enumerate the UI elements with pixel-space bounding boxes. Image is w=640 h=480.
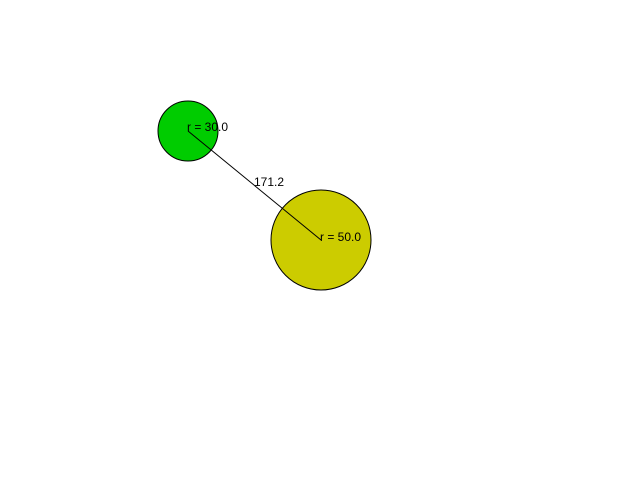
distance-label: 171.2 <box>254 175 284 189</box>
green-circle-radius-label: r = 30.0 <box>187 120 228 134</box>
distance-connector-line <box>187 130 322 241</box>
yellow-circle-radius-label: r = 50.0 <box>320 230 361 244</box>
